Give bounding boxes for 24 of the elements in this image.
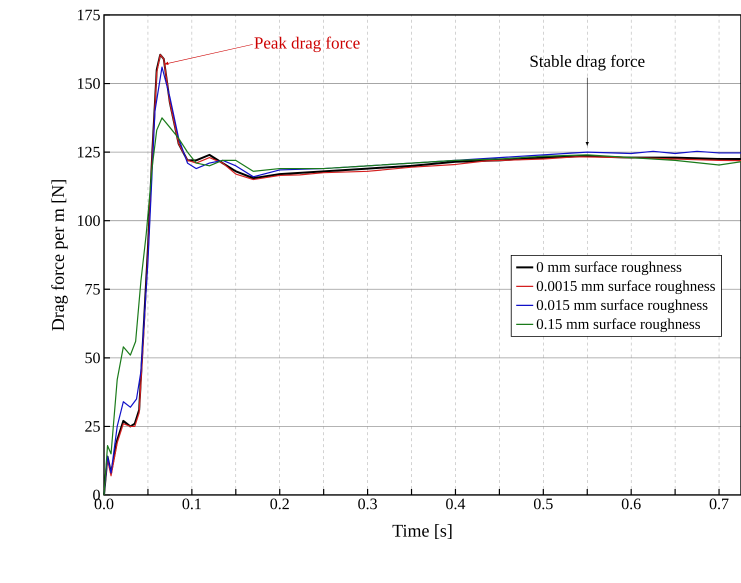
y-tick-label: 25 [85,421,100,432]
x-tick-label: 0.1 [182,498,201,510]
annotation: Stable drag force [530,54,645,70]
x-axis-title: Time [s] [392,524,452,540]
legend-label: 0.15 mm surface roughness [536,318,700,332]
x-tick-label: 0.6 [622,498,641,510]
y-tick-label: 75 [86,284,100,295]
y-tick-label: 50 [85,352,100,364]
annotation: Peak drag force [254,36,360,52]
x-tick-label: 0.5 [534,498,553,510]
y-axis-title: Drag force per m [N] [51,180,68,331]
x-tick-label: 0.7 [710,498,729,510]
y-tick-label: 100 [78,215,100,226]
x-tick-label: 0.3 [358,498,377,510]
x-tick-label: 0.2 [270,498,289,510]
legend-label: 0.0015 mm surface roughness [536,280,715,294]
y-tick-label: 0 [93,490,100,500]
legend-label: 0.015 mm surface roughness [536,299,708,314]
y-tick-label: 150 [78,78,100,89]
x-tick-label: 0.4 [446,498,466,510]
legend-label: 0 mm surface roughness [536,261,682,276]
y-tick-label: 125 [78,146,100,158]
y-tick-label: 175 [78,10,100,20]
x-tick-label: 0.0 [94,498,114,510]
